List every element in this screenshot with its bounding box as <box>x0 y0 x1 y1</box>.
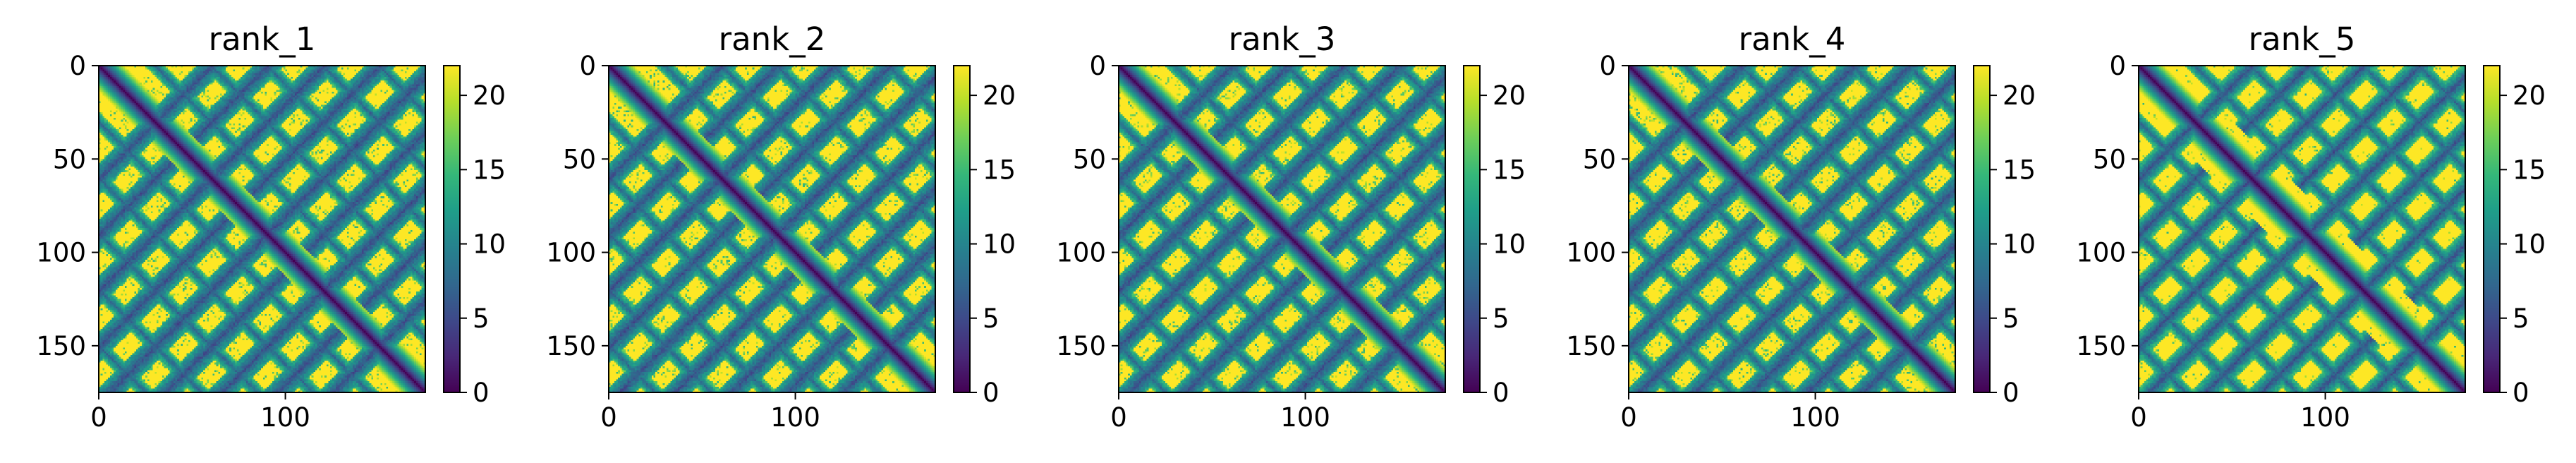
y-tick-label: 150 <box>2076 331 2126 361</box>
colorbar-tick-label: 10 <box>2513 229 2546 260</box>
colorbar-tick-label: 10 <box>1493 229 1526 260</box>
y-tick-label: 150 <box>546 331 596 361</box>
colorbar-tick-label: 20 <box>473 80 506 111</box>
colorbar-tick-label: 20 <box>2513 80 2546 111</box>
colorbar-tick-label: 5 <box>983 303 1000 334</box>
plot-frame <box>608 65 936 393</box>
heatmap-matrix <box>99 66 425 392</box>
plot-frame <box>98 65 426 393</box>
y-tick-label: 0 <box>2109 51 2126 81</box>
colorbar-tick-label: 5 <box>1493 303 1509 334</box>
colorbar-tick-label: 15 <box>983 155 1016 185</box>
y-tick-label: 150 <box>1056 331 1106 361</box>
y-tick-label: 50 <box>1073 144 1106 174</box>
colorbar-tick-label: 0 <box>2003 378 2019 408</box>
plot-frame <box>1118 65 1446 393</box>
plot-frame <box>1628 65 1956 393</box>
panel-title: rank_4 <box>1739 20 1846 58</box>
panel-title: rank_1 <box>209 20 316 58</box>
colorbar-tick-label: 0 <box>473 378 490 408</box>
panel-title: rank_5 <box>2249 20 2356 58</box>
heatmap-matrix <box>609 66 935 392</box>
heatmap-panel-2: rank_2 0 100 0 50 100 150 0 5 10 15 20 <box>546 20 1016 433</box>
x-tick-label: 0 <box>1110 402 1127 433</box>
heatmap-matrix <box>1119 66 1445 392</box>
y-tick-label: 50 <box>1583 144 1616 174</box>
colorbar-tick-label: 10 <box>473 229 506 260</box>
y-tick-label: 0 <box>1599 51 1616 81</box>
y-tick-label: 150 <box>36 331 86 361</box>
x-tick-label: 100 <box>260 402 310 433</box>
y-tick-label: 50 <box>563 144 596 174</box>
colorbar-tick-label: 10 <box>2003 229 2036 260</box>
y-tick-label: 50 <box>53 144 86 174</box>
heatmap-panel-5: rank_5 0 100 0 50 100 150 0 5 10 15 20 <box>2076 20 2546 433</box>
colorbar-tick-label: 15 <box>2003 155 2036 185</box>
colorbar-tick-label: 5 <box>2513 303 2529 334</box>
heatmap-matrix <box>1629 66 1955 392</box>
y-tick-label: 0 <box>69 51 86 81</box>
y-tick-label: 50 <box>2093 144 2126 174</box>
y-tick-label: 0 <box>1089 51 1106 81</box>
colorbar-tick-label: 0 <box>1493 378 1509 408</box>
colorbar-tick-label: 20 <box>983 80 1016 111</box>
colorbar-tick-label: 5 <box>2003 303 2019 334</box>
y-tick-label: 100 <box>36 238 86 268</box>
y-tick-label: 100 <box>1566 238 1616 268</box>
y-tick-label: 100 <box>1056 238 1106 268</box>
colorbar-tick-label: 15 <box>473 155 506 185</box>
heatmap-panel-3: rank_3 0 100 0 50 100 150 0 5 10 15 20 <box>1056 20 1526 433</box>
y-tick-label: 150 <box>1566 331 1616 361</box>
colorbar-tick-label: 15 <box>1493 155 1526 185</box>
colorbar <box>953 65 971 393</box>
x-tick-label: 0 <box>1620 402 1637 433</box>
colorbar-tick-label: 0 <box>983 378 1000 408</box>
x-tick-label: 0 <box>2130 402 2147 433</box>
plot-frame <box>2138 65 2466 393</box>
heatmap-panel-1: rank_1 0 100 0 50 100 150 0 5 10 15 20 <box>36 20 506 433</box>
x-tick-label: 0 <box>600 402 617 433</box>
colorbar-tick-label: 10 <box>983 229 1016 260</box>
x-tick-label: 100 <box>770 402 820 433</box>
colorbar-tick-label: 0 <box>2513 378 2529 408</box>
heatmap-panel-4: rank_4 0 100 0 50 100 150 0 5 10 15 20 <box>1566 20 2036 433</box>
colorbar-tick-label: 5 <box>473 303 490 334</box>
colorbar-tick-label: 20 <box>1493 80 1526 111</box>
panel-title: rank_2 <box>719 20 826 58</box>
heatmap-matrix <box>2139 66 2465 392</box>
colorbar <box>1463 65 1481 393</box>
colorbar <box>2483 65 2501 393</box>
x-tick-label: 100 <box>2300 402 2350 433</box>
colorbar <box>1973 65 1991 393</box>
x-tick-label: 100 <box>1790 402 1840 433</box>
colorbar <box>443 65 461 393</box>
x-tick-label: 100 <box>1280 402 1330 433</box>
y-tick-label: 100 <box>546 238 596 268</box>
x-tick-label: 0 <box>90 402 107 433</box>
colorbar-tick-label: 20 <box>2003 80 2036 111</box>
panel-title: rank_3 <box>1229 20 1336 58</box>
y-tick-label: 100 <box>2076 238 2126 268</box>
y-tick-label: 0 <box>579 51 596 81</box>
colorbar-tick-label: 15 <box>2513 155 2546 185</box>
